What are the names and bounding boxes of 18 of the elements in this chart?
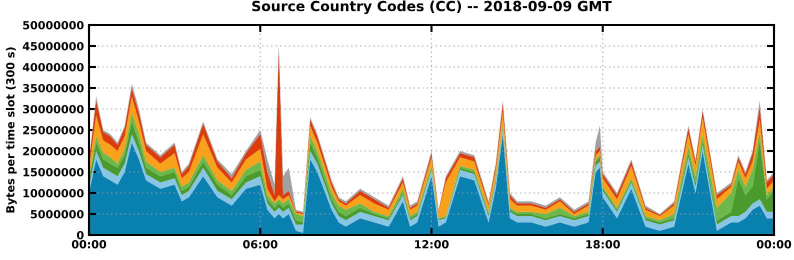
y-tick-label: 25000000 xyxy=(23,126,84,134)
y-tick-label: 15000000 xyxy=(24,168,84,176)
y-tick-label: 5000000 xyxy=(30,210,84,218)
x-tick-label: 12:00 xyxy=(415,240,449,248)
y-tick-label: 10000000 xyxy=(24,188,84,198)
y-tick-label: 30000000 xyxy=(23,104,84,114)
y-tick-label: 50000000 xyxy=(23,20,84,30)
x-tick-label: 18:00 xyxy=(586,240,620,248)
y-tick-label: 0 xyxy=(76,230,84,240)
x-tick-label: 00:00 xyxy=(756,240,792,248)
y-tick-label: 20000000 xyxy=(23,146,84,156)
y-tick-label: 35000000 xyxy=(23,84,84,92)
y-tick-label: 45000000 xyxy=(22,42,84,50)
x-tick-label: 00:00 xyxy=(72,240,106,248)
y-tick-label: 40000000 xyxy=(22,62,84,72)
y-axis-title: Bytes per time slot (300 s) xyxy=(6,47,17,212)
x-tick-label: 06:00 xyxy=(243,240,278,248)
chart-title: Source Country Codes (CC) -- 2018-09-09 GMT xyxy=(252,0,612,14)
